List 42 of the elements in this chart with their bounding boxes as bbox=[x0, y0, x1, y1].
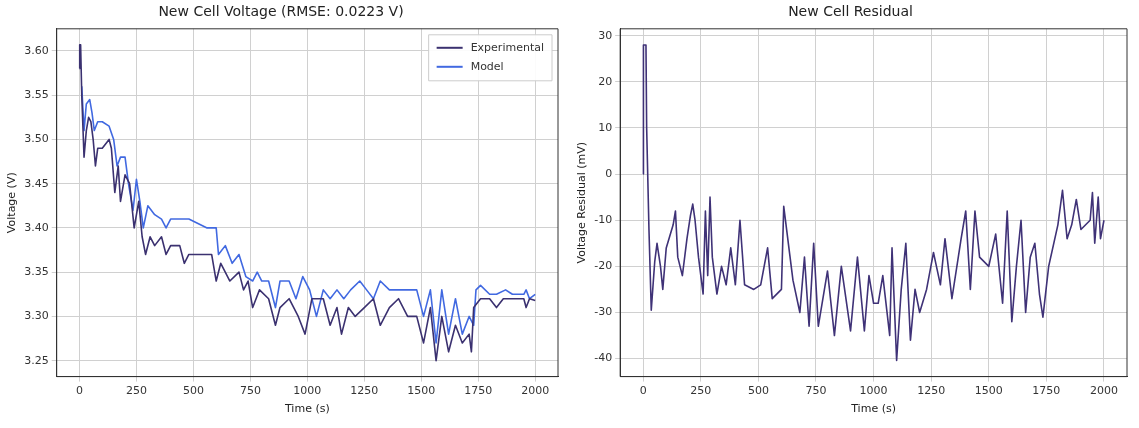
y-tick-label: -30 bbox=[594, 305, 613, 319]
y-tick-label: 3.25 bbox=[24, 353, 49, 367]
x-tick-label: 750 bbox=[239, 384, 261, 398]
y-tick-label: -10 bbox=[594, 213, 613, 227]
y-tick-label: 3.30 bbox=[24, 309, 49, 323]
chart-title: New Cell Residual bbox=[788, 3, 913, 20]
y-tick-label: 3.50 bbox=[24, 132, 49, 146]
x-tick-label: 500 bbox=[182, 384, 204, 398]
x-tick-label: 1000 bbox=[859, 384, 888, 398]
x-tick-label: 1000 bbox=[293, 384, 322, 398]
x-tick-label: 750 bbox=[805, 384, 827, 398]
x-tick-label: 0 bbox=[639, 384, 647, 398]
y-tick-label: -40 bbox=[594, 351, 613, 365]
y-tick-label: 3.55 bbox=[24, 88, 49, 102]
legend-label: Model bbox=[470, 59, 504, 73]
x-tick-label: 0 bbox=[75, 384, 83, 398]
y-tick-label: 3.35 bbox=[24, 265, 49, 279]
legend-label: Experimental bbox=[470, 40, 545, 54]
y-tick-label: 10 bbox=[598, 120, 613, 134]
x-tick-label: 500 bbox=[747, 384, 769, 398]
x-tick-label: 1250 bbox=[350, 384, 379, 398]
y-tick-label: 30 bbox=[598, 28, 613, 42]
x-tick-label: 1750 bbox=[1032, 384, 1061, 398]
x-tick-label: 2000 bbox=[521, 384, 550, 398]
x-axis-title: Time (s) bbox=[850, 402, 896, 416]
y-tick-label: -20 bbox=[594, 259, 613, 273]
y-axis-title: Voltage (V) bbox=[5, 172, 19, 234]
x-tick-label: 1500 bbox=[407, 384, 436, 398]
y-tick-label: 3.45 bbox=[24, 176, 49, 190]
x-tick-label: 2000 bbox=[1089, 384, 1118, 398]
y-tick-label: 3.40 bbox=[24, 220, 49, 234]
y-tick-label: 0 bbox=[605, 166, 613, 180]
x-axis-title: Time (s) bbox=[283, 402, 330, 416]
x-tick-label: 1500 bbox=[974, 384, 1003, 398]
x-tick-label: 1750 bbox=[464, 384, 493, 398]
y-tick-label: 20 bbox=[598, 74, 613, 88]
x-tick-label: 250 bbox=[125, 384, 147, 398]
y-tick-label: 3.60 bbox=[24, 43, 49, 57]
chart-title: New Cell Voltage (RMSE: 0.0223 V) bbox=[158, 3, 404, 20]
y-axis-title: Voltage Residual (mV) bbox=[575, 141, 589, 264]
x-tick-label: 1250 bbox=[917, 384, 946, 398]
x-tick-label: 250 bbox=[690, 384, 712, 398]
